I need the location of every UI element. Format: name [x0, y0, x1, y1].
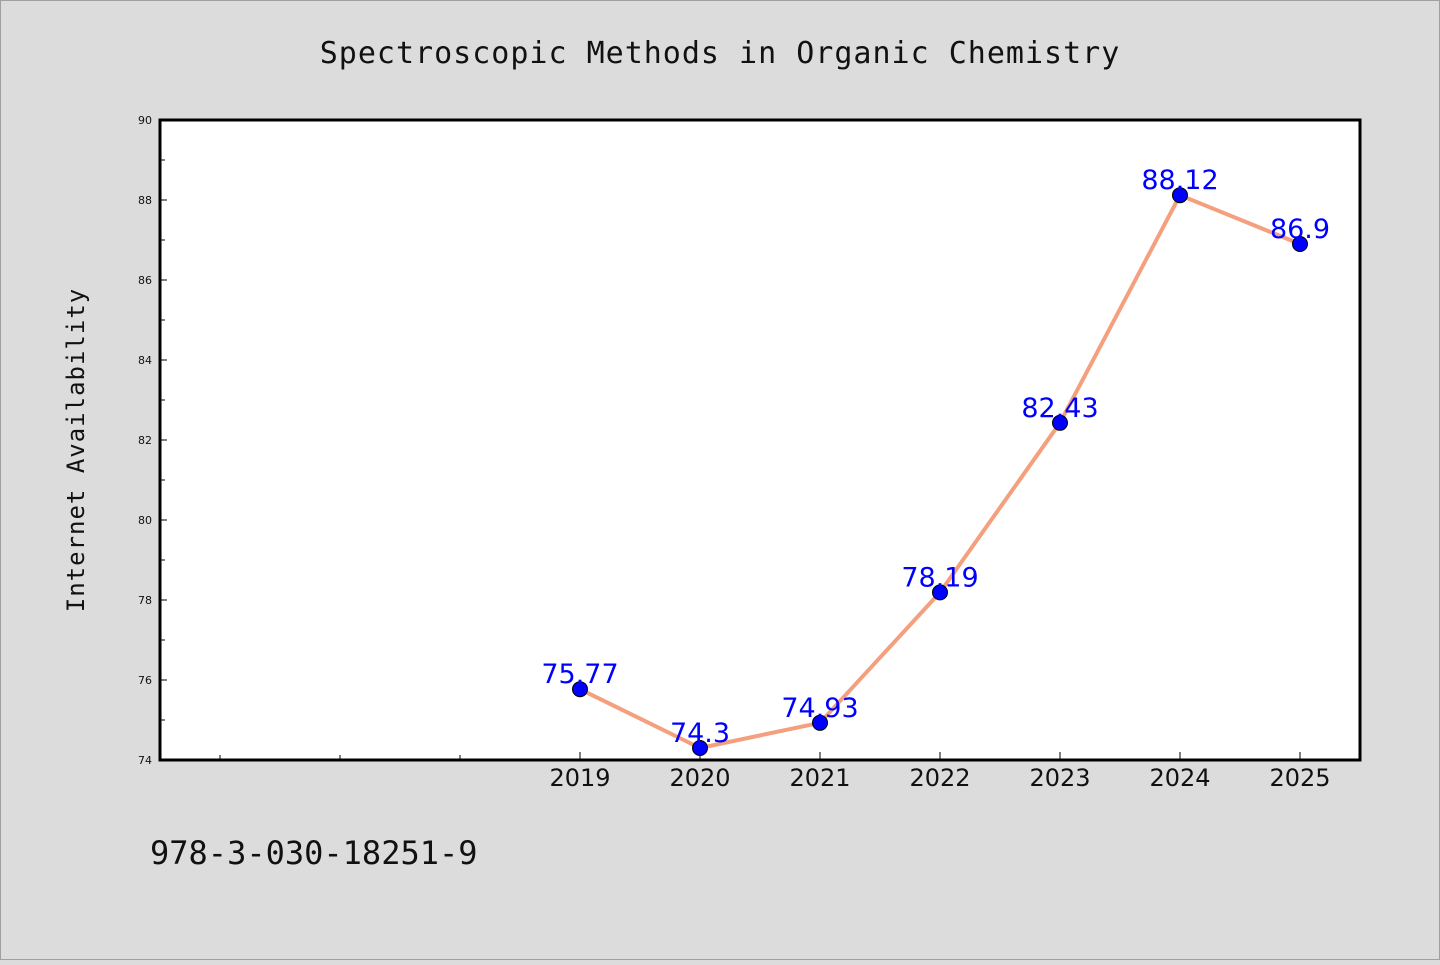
y-tick-label: 86 — [138, 274, 152, 287]
data-point-marker — [572, 681, 588, 698]
data-point-label: 74.93 — [781, 693, 858, 724]
axes: 74 76 78 80 82 84 86 88 90 2019 2020 2021 2022 2023 20… — [138, 114, 1331, 792]
y-tick-label: 78 — [138, 594, 152, 607]
x-tick-label: 2024 — [1149, 764, 1210, 792]
x-tick-label: 2025 — [1269, 764, 1330, 792]
data-point-marker — [692, 740, 708, 756]
plot-frame — [158, 118, 1362, 762]
series-layer — [572, 187, 1308, 756]
y-tick-label: 90 — [138, 114, 152, 127]
data-point-label: 74.3 — [670, 718, 730, 749]
footer-isbn: 978-3-030-18251-9 — [150, 834, 478, 872]
data-point-label: 78.19 — [901, 562, 978, 593]
data-point-marker — [932, 584, 948, 601]
data-point-label: 82.43 — [1021, 393, 1098, 424]
x-tick-label: 2022 — [909, 764, 970, 792]
data-point-marker — [812, 714, 828, 731]
chart-title: Spectroscopic Methods in Organic Chemist… — [320, 36, 1121, 71]
y-axis-label: Internet Availability — [62, 288, 90, 612]
y-tick-label: 88 — [138, 194, 152, 207]
data-point-label: 86.9 — [1270, 214, 1330, 245]
data-point-label: 75.77 — [541, 659, 618, 690]
y-tick-label: 82 — [138, 434, 152, 447]
data-point-marker — [1172, 187, 1188, 204]
data-labels: 75.77 74.3 74.93 78.19 82.43 88.12 86.9 — [541, 165, 1330, 749]
y-tick-label: 84 — [138, 354, 152, 367]
y-tick-label: 76 — [138, 674, 152, 687]
x-tick-label: 2023 — [1029, 764, 1090, 792]
data-point-marker — [1052, 414, 1068, 431]
x-tick-label: 2021 — [789, 764, 850, 792]
y-tick-label: 80 — [138, 514, 152, 527]
x-tick-label: 2020 — [669, 764, 730, 792]
y-tick-label: 74 — [138, 754, 152, 767]
plot-area — [160, 120, 1360, 760]
data-point-label: 88.12 — [1141, 165, 1218, 196]
data-point-marker — [1292, 236, 1308, 252]
x-tick-label: 2019 — [549, 764, 610, 792]
